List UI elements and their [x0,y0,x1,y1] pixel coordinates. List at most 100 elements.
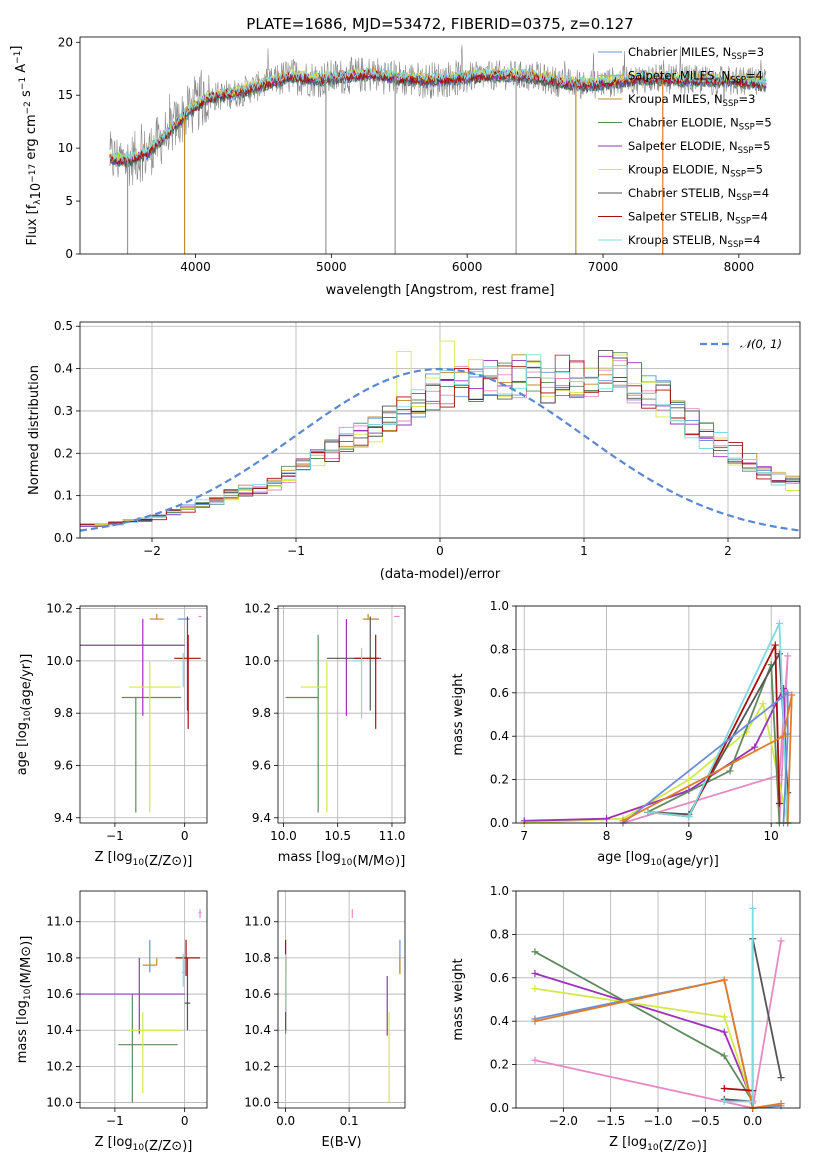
legend-label: Chabrier ELODIE, N [628,116,739,130]
weight-marker [777,1100,785,1108]
data-point-chabrier_stelib [326,616,382,711]
y-tick-label: 10.0 [244,654,271,668]
x-tick-label: 0.0 [276,1114,295,1128]
y-tick-label: 10.0 [46,1096,73,1110]
axes-frame [277,890,406,1109]
weight-line [534,987,754,1104]
data-point-chabrier_elodie [118,994,178,1103]
y-tick-label: 10.6 [46,987,73,1001]
weight-line [622,655,789,824]
label-part: s [19,90,34,101]
axes-frame [277,605,406,824]
y-tick-label: 0.0 [54,531,73,545]
x-tick-label: 9 [685,829,693,843]
label-part: (M/M⊙)] [19,936,34,989]
weight-marker [775,619,783,627]
label-sub: 10 [341,858,353,868]
weight-marker [531,985,539,993]
weight-series-kroupa_stelib [644,619,792,827]
legend-entry: Salpeter ELODIE, NSSP=5 [628,139,771,156]
label-part: (age/yr)] [19,654,34,711]
weight-line [724,908,754,1103]
weight-line [647,664,781,824]
legend-suffix: =5 [755,116,772,130]
weight-series-salpeter_stelib [720,1084,757,1095]
y-tick-label: 9.6 [252,758,271,772]
data-point-salpeter_miles [198,909,202,919]
label-sub: 10 [23,988,33,1000]
legend-sub: SSP [730,170,746,180]
label-part: A [14,64,29,77]
weight-marker [685,812,693,820]
weight-marker [531,969,539,977]
legend-label: Chabrier STELIB, N [628,186,736,200]
y-tick-label: 0.5 [54,319,73,333]
x-tick-label: 0 [181,829,189,843]
histogram-step-kroupa_stelib [80,354,800,538]
y-tick-label: 0.6 [490,971,509,985]
y-tick-label: 5 [65,194,73,208]
x-tick-label: 8 [603,829,611,843]
label-part: (Z/Z⊙)] [144,854,192,869]
legend-suffix: =3 [738,92,755,106]
y-tick-label: 0.2 [54,446,73,460]
x-tick-label: −1 [106,1114,124,1128]
y-tick-label: 0.0 [490,1101,509,1115]
label-part: mass [ [15,1020,30,1063]
label-part: Normed distribution [27,365,42,495]
weight-line [622,690,789,824]
axes-frame [79,321,801,539]
x-tick-label: 8000 [724,260,755,274]
legend-sub: SSP [736,193,752,203]
y-tick-label: 0.0 [490,816,509,830]
data-point-kroupa_miles [149,613,164,620]
label-part: ] [9,46,24,51]
age-vs-mass-panel: 10.0 10.5 11.0 9.4 9.6 9.8 10.0 10.2 mass [log10… [244,602,406,869]
y-tick-label: 0.3 [54,404,73,418]
weight-marker [726,767,734,775]
y-tick-label: 20 [58,35,73,49]
y-tick-label: 10.2 [244,602,271,616]
weight-marker [777,1074,785,1082]
label-part: log [321,850,341,865]
data-point-chabrier_elodie [121,696,182,813]
y-tick-label: 10.4 [46,1023,73,1037]
label-part: log [113,850,133,865]
label-sub: 10 [647,1143,659,1153]
x-tick-label: −2.0 [549,1114,578,1128]
legend-label: Salpeter ELODIE, N [628,139,738,153]
label-sub: 10 [23,710,33,722]
normal-distribution-curve [79,367,801,532]
weight-marker [749,1097,757,1105]
weight-marker [788,691,796,699]
legend-sub: SSP [730,76,746,86]
y-tick-label: 9.4 [54,811,73,825]
weight-marker [720,976,728,984]
y-tick-label: 10.8 [46,951,73,965]
label-part: age [ [15,742,30,775]
data-point-salpeter_elodie [80,619,185,716]
x-tick-label: −2 [143,544,161,558]
x-tick-label: 0 [181,1114,189,1128]
data-point-salpeter_elodie [80,957,185,1034]
x-tick-label: 0.0 [743,1114,762,1128]
legend-suffix: =5 [754,139,771,153]
y-tick-label: 10.6 [244,987,271,1001]
x-tick-label: 7000 [588,260,619,274]
legend-entry: 𝒩(0, 1) [740,337,782,351]
weight-marker [720,1097,728,1105]
y-tick-label: 11.0 [244,915,271,929]
x-tick-label: 2 [724,544,732,558]
axes-frame [79,605,208,824]
weight-marker [531,1017,539,1025]
data-point-kroupa_elodie [128,660,181,813]
y-axis-label: mass [log10(M/M⊙)] [15,936,34,1064]
weight-marker [720,1013,728,1021]
y-tick-label: 1.0 [490,884,509,898]
label-part: Z [ [95,1135,113,1150]
legend-entry: Kroupa ELODIE, NSSP=5 [628,163,763,180]
x-tick-label: 1 [580,544,588,558]
label-part: Flux [f [25,204,40,245]
spectrum-model-kroupa_stelib [109,66,767,162]
